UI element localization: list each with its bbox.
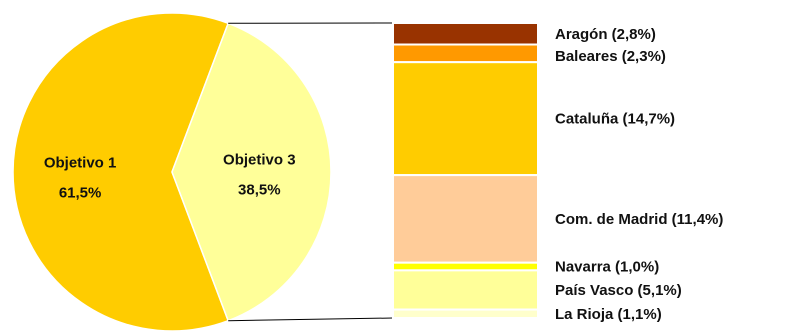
bar-label-la-rioja: La Rioja (1,1%) <box>555 306 662 323</box>
pie-value-objetivo-3: 38,5% <box>238 181 281 198</box>
bar-segment-navarra <box>392 261 539 272</box>
bar-segment-baleares <box>392 43 539 64</box>
labels: Objetivo 1 61,5% Objetivo 3 38,5% Aragón (2,… <box>44 26 724 323</box>
connector-lines <box>228 22 394 322</box>
bar-segment-la-rioja <box>392 308 539 319</box>
connector-line-bottom <box>228 317 394 322</box>
bar-segment-pais-vasco <box>392 269 539 311</box>
bar-segment-aragon <box>392 22 539 46</box>
bar-label-cataluna: Cataluña (14,7%) <box>555 111 675 128</box>
bar-segment-com-de-madrid <box>392 174 539 264</box>
pie-label-objetivo-1: Objetivo 1 <box>44 154 117 171</box>
pie-group <box>12 12 332 332</box>
pie-slice-objetivo-1 <box>12 12 230 332</box>
bar-label-baleares: Baleares (2,3%) <box>555 48 666 65</box>
bar-label-navarra: Navarra (1,0%) <box>555 259 659 276</box>
bar-label-com-de-madrid: Com. de Madrid (11,4%) <box>555 211 723 228</box>
pie-label-objetivo-3: Objetivo 3 <box>223 151 296 168</box>
pie-slice-objetivo-3 <box>171 22 332 322</box>
bar-label-pais-vasco: País Vasco (5,1%) <box>555 282 682 299</box>
bar-label-aragon: Aragón (2,8%) <box>555 26 656 43</box>
bar-segment-cataluna <box>392 61 539 177</box>
pie-value-objetivo-1: 61,5% <box>59 184 102 201</box>
stacked-bar <box>392 22 539 319</box>
